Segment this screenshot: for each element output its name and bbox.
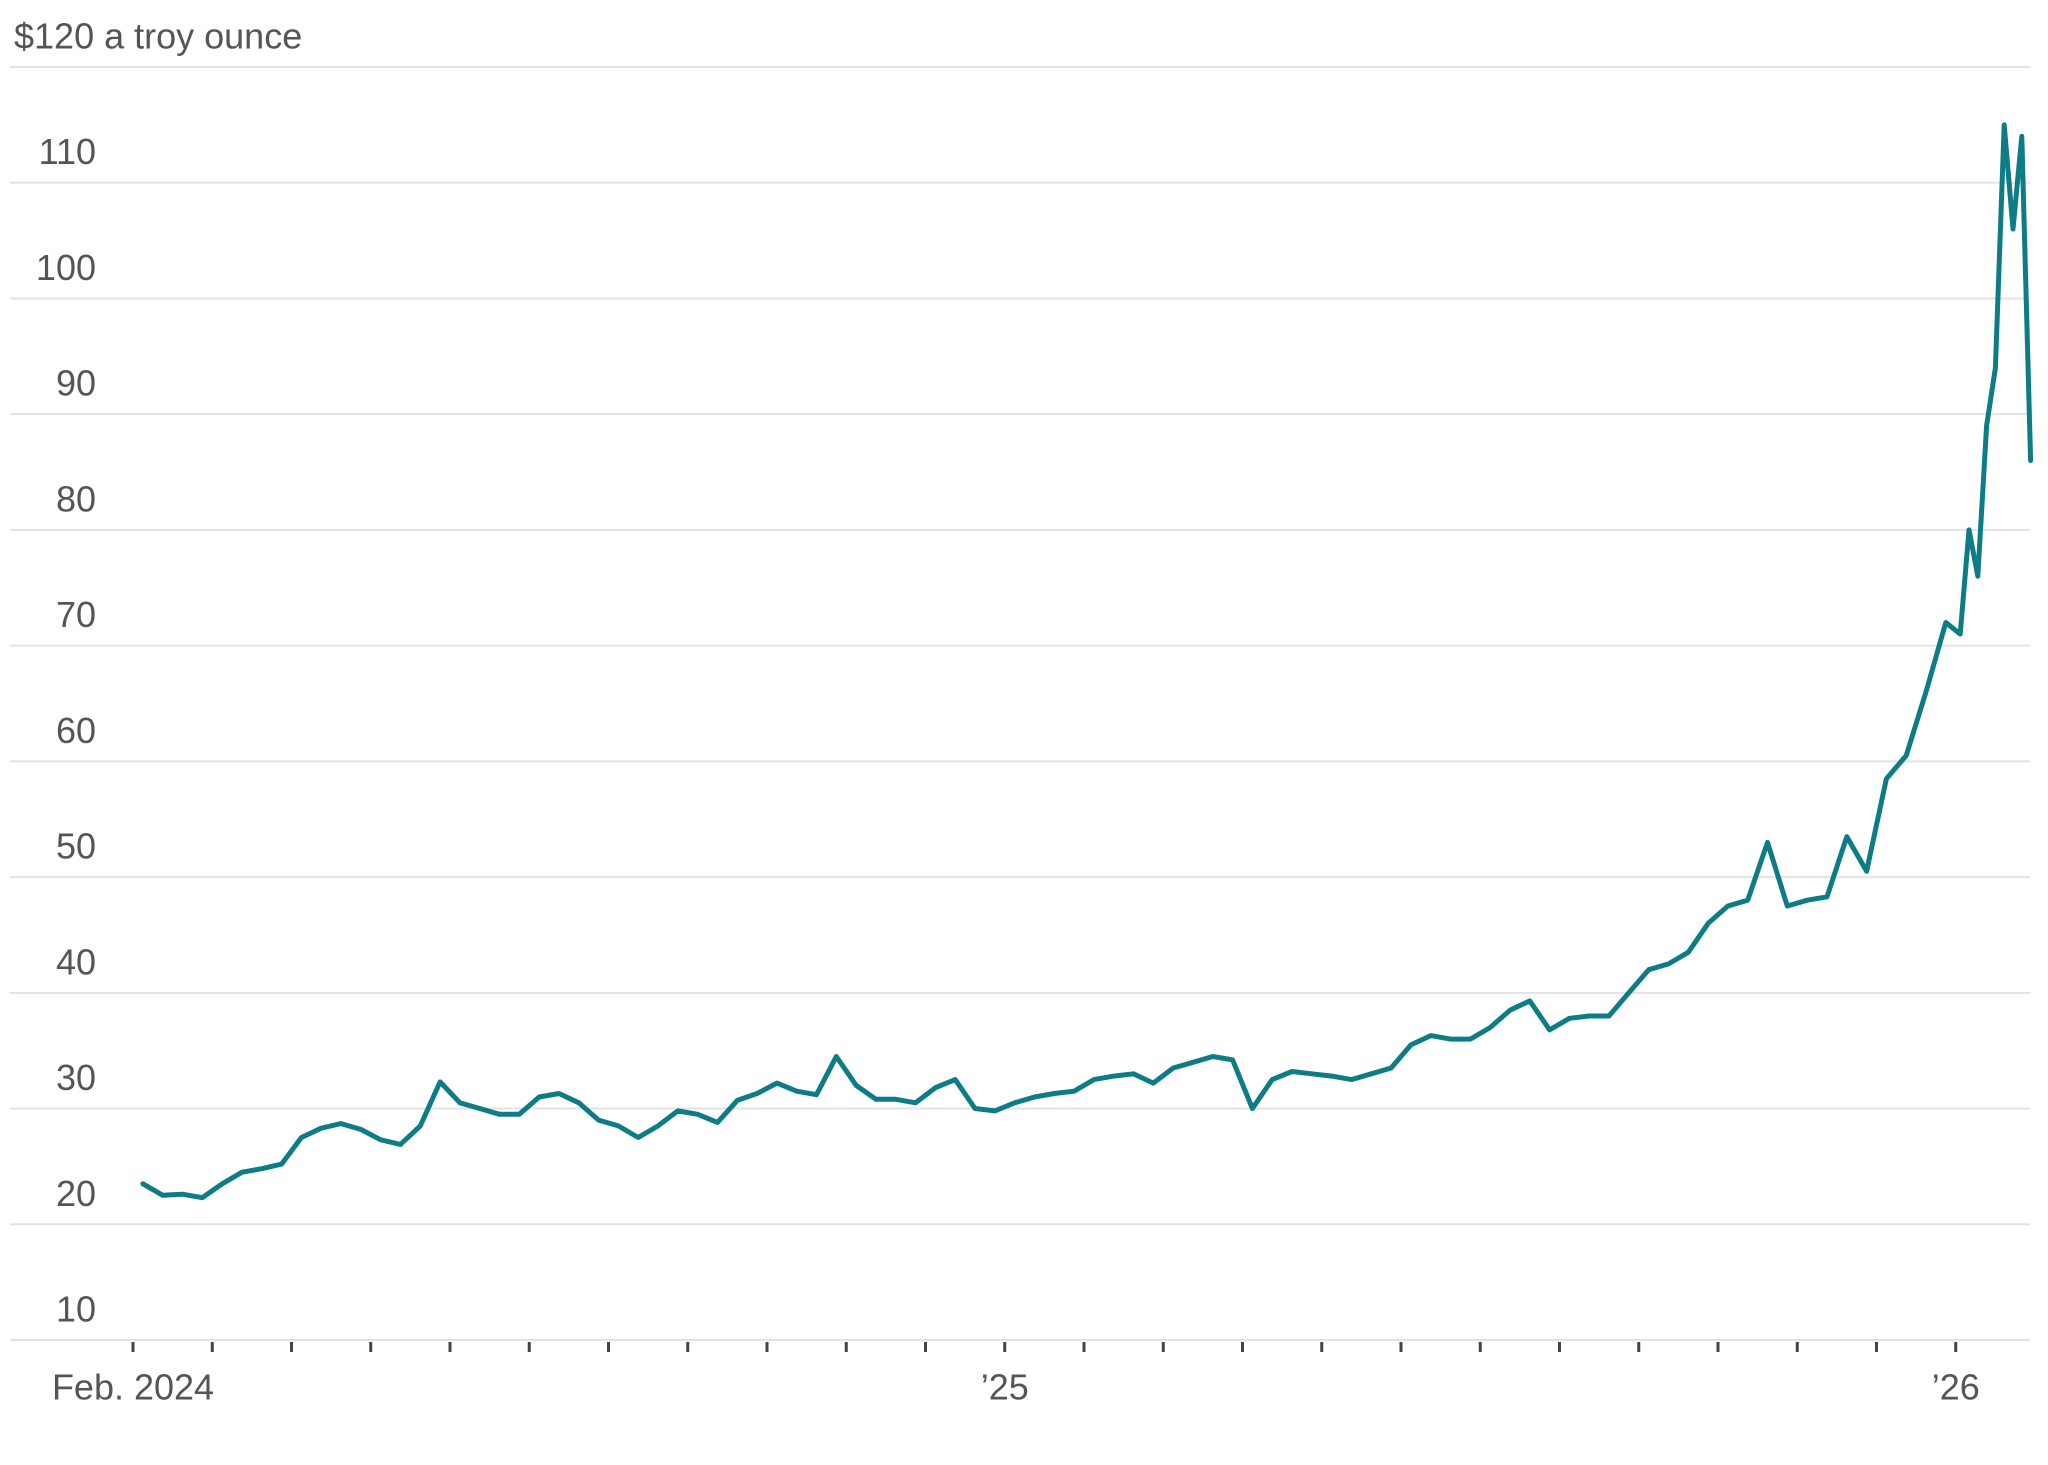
y-tick-label: $120 a troy ounce [14,16,302,57]
x-tick-label: ’26 [1932,1367,1980,1408]
price-line [140,122,2034,1201]
y-tick-label: 60 [56,710,96,751]
y-tick-label: 70 [56,594,96,635]
y-tick-label: 30 [56,1057,96,1098]
y-tick-label: 40 [56,941,96,982]
y-tick-label: 100 [36,247,96,288]
y-tick-label: 80 [56,478,96,519]
y-tick-label: 50 [56,826,96,867]
x-tick-label: Feb. 2024 [52,1367,214,1408]
x-tick-label: ’25 [981,1367,1029,1408]
y-tick-label: 10 [56,1289,96,1330]
y-tick-label: 20 [56,1173,96,1214]
y-tick-label: 110 [39,131,96,172]
y-tick-label: 90 [56,363,96,404]
